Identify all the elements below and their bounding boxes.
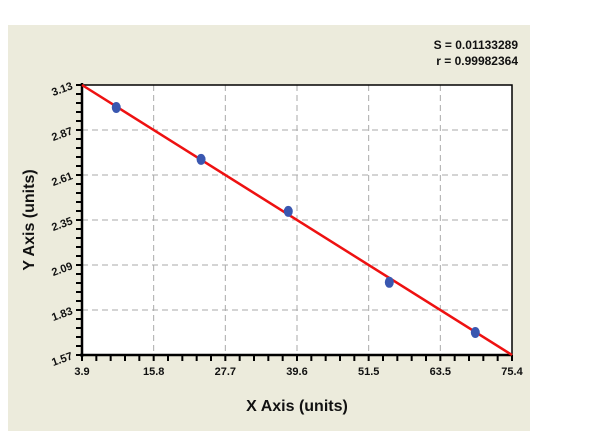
x-tick-label: 63.5 — [430, 366, 451, 378]
y-tick-label: 2.35 — [50, 215, 74, 234]
data-point — [470, 327, 480, 338]
x-tick-label: 75.4 — [501, 366, 523, 378]
y-tick-label: 1.83 — [50, 305, 74, 324]
x-axis-label: X Axis (units) — [246, 398, 348, 415]
correlation-label: r = 0.99982364 — [436, 54, 518, 68]
regression-line — [81, 83, 513, 357]
y-tick-label: 3.13 — [50, 80, 74, 99]
y-tick-label: 2.87 — [50, 125, 74, 144]
data-point — [196, 153, 206, 165]
data-point — [384, 276, 394, 288]
fit-statistics: S = 0.01133289 r = 0.99982364 — [434, 37, 518, 69]
y-tick-label: 1.57 — [50, 350, 74, 369]
x-tick-label: 51.5 — [358, 366, 379, 378]
y-axis-label: Y Axis (units) — [21, 169, 38, 271]
x-tick-label: 39.6 — [286, 366, 307, 378]
y-tick-label: 2.61 — [50, 170, 74, 189]
data-point — [283, 205, 293, 217]
y-tick-label: 2.09 — [50, 260, 74, 279]
x-tick-label: 3.9 — [74, 366, 89, 378]
std-error-label: S = 0.01133289 — [433, 38, 518, 52]
x-tick-label: 15.8 — [143, 366, 164, 378]
x-tick-label: 27.7 — [215, 366, 236, 378]
data-point — [111, 102, 121, 113]
